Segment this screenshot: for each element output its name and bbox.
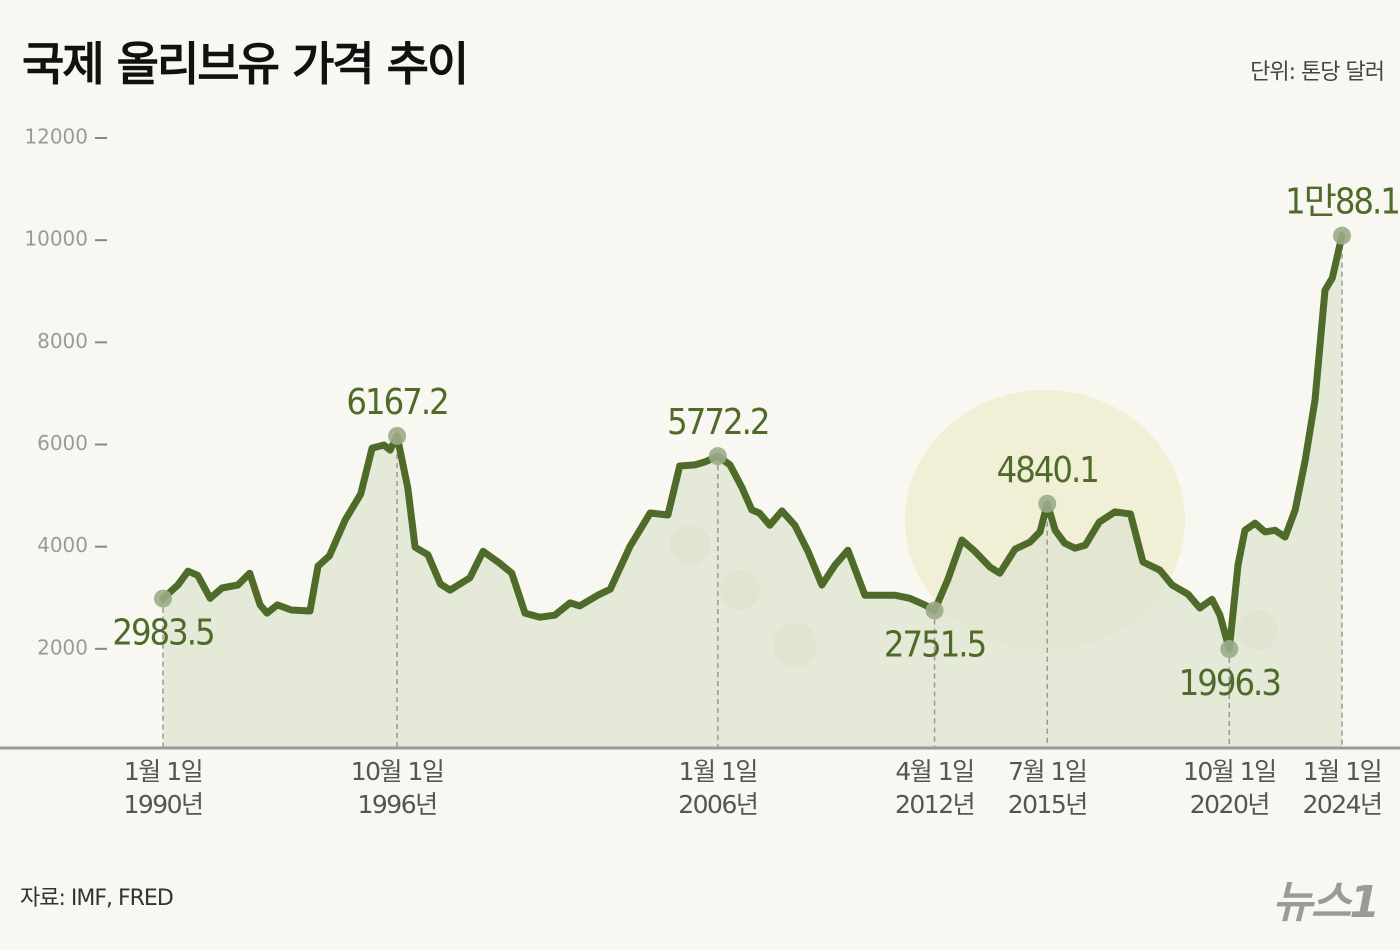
x-tick-label: 4월 1일 2012년 [894,757,976,819]
highlight-point [1220,640,1239,659]
highlight-point [925,601,944,620]
data-label: 4840.1 [997,450,1098,491]
y-tick-label: 6000 [37,431,88,455]
line [159,232,1346,653]
y-tick-label: 2000 [37,635,88,659]
y-tick-label: 8000 [37,329,88,353]
highlight-point [388,426,407,445]
brand-logo: 뉴스1 [1272,877,1380,928]
data-label: 2751.5 [884,624,985,665]
x-tick-label: 7월 1일 2015년 [1007,757,1089,819]
data-label: 5772.2 [667,402,768,443]
data-label: 6167.2 [346,382,447,423]
x-tick-label: 10월 1일 2020년 [1182,757,1277,819]
y-tick-label: 4000 [37,533,88,557]
y-tick-label: 12000 [24,125,88,149]
y-tick-label: 10000 [24,227,88,251]
highlight-point [1038,494,1057,513]
highlight-point [1333,226,1351,245]
unit-label: 단위: 톤당 달러 [1250,60,1385,85]
highlight-point [708,447,727,466]
x-tick-label: 1월 1일 2024년 [1302,757,1383,819]
data-label: 1만88.1 [1285,182,1399,223]
x-tick-label: 1월 1일 2006년 [678,757,759,819]
x-tick-label: 10월 1일 1996년 [350,757,445,819]
data-label: 2983.5 [112,613,213,654]
x-tick-label: 1월 1일 1990년 [123,757,204,819]
highlight-point [154,589,172,608]
area [163,235,1342,748]
chart-title: 국제 올리브유 가격 추이 [22,37,469,91]
data-label: 1996.3 [1179,663,1281,704]
source: 자료: IMF, FRED [20,886,174,911]
